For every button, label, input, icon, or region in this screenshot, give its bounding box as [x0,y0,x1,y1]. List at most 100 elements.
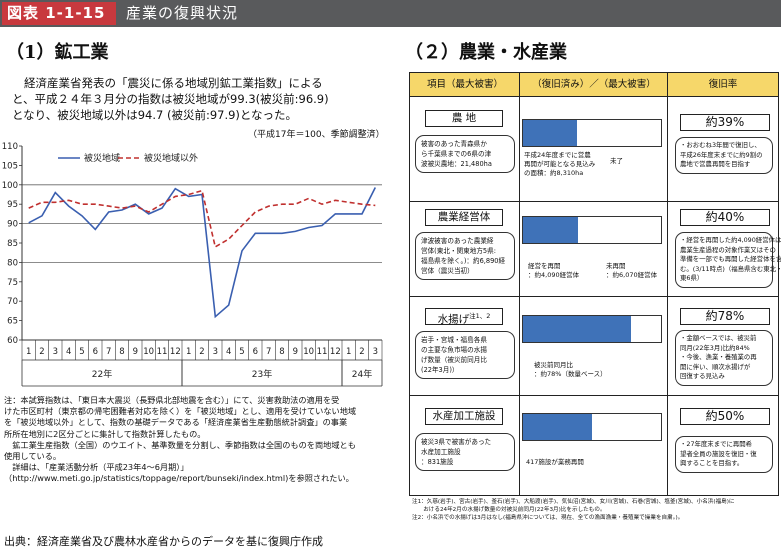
recovery-rate: 約39% [705,115,745,129]
x-tick-label: 2 [199,347,204,357]
table-row-farm-entities: 農業経営体 津波被害のあった農業経 営体(東北・関東地方5県: 福島県を除く。)… [410,202,781,296]
desc-line: 岩手・宮城・福島各県 [421,336,487,344]
table-note-line: おける24年2月の水揚げ数量の対被災前同月(22年3月)比を示したもの。 [412,507,606,513]
desc-line: ら千葉県までの6県の津 [421,150,492,158]
x-tick-label: 10 [303,347,314,357]
y-tick-label: 90 [7,220,18,230]
bar-recovered-label: 経営を再開 ：約4,090経営体 [528,262,579,280]
lead-paragraph: 経済産業省発表の「震災に係る地域別鉱工業指数」による と、平成２４年３月分の指数… [12,75,392,123]
note-line: 詳細は、「産業活動分析（平成23年4〜6月期）」 [4,462,189,473]
x-tick-label: 1 [26,347,31,357]
desc-line: ：831施設 [421,458,454,466]
recovery-rate-box: 約40% [680,209,770,226]
damage-description: 被災3県で被害があった 水産加工施設 ：831施設 [415,433,515,471]
row-divider [410,296,778,297]
desc-line: げ数量（被災前同月比 [421,356,487,364]
recovery-bar-fill [523,414,592,440]
rate-description: ・金額ベースでは、被災前 同月(22年3月)比約84% ・今後、漁業・養殖業の再… [675,330,773,386]
row-label-box: 水揚げ注1、2 [425,308,503,326]
series-line-other-area [28,189,376,249]
source-credit: 出典：経済産業省及び農林水産省からのデータを基に復興庁作成 [4,535,323,547]
x-tick-label: 4 [226,347,231,357]
recovery-bar [522,119,662,147]
rate-line: む。(3/11時点)（福島県含む東北・関 [680,264,781,273]
table-note-line: 注2：小名浜での水揚げは3月はなし(福島県沖については、現在、全ての漁面漁業・養… [412,515,684,521]
desc-line: 被災3県で被害があった [421,438,492,446]
rate-description: ・27年度末までに再開希 望者全員の施設を復旧・復 興することを目指す。 [675,436,773,473]
rate-line: ・おおむね3年間で復旧し、 [680,141,761,149]
note-line: 鉱工業生産指数（全国）のウエイト、基準数量を分割し、季節指数は全国のものを両地域… [4,439,356,450]
x-tick-label: 4 [66,347,71,357]
x-tick-label: 9 [293,347,298,357]
recovery-bar-fill [523,217,579,243]
recovery-bar-fill [523,120,577,146]
recovery-table: 項目（最大被害） （復旧済み）／（最大被害） 復旧率 農 地 被害のあった青森県… [409,72,781,496]
bar-label-line: 平成24年度までに営農 [524,151,591,159]
bar-unfinished-label: 未了 [610,157,623,165]
lead-line: 経済産業省発表の「震災に係る地域別鉱工業指数」による [24,76,323,90]
rate-line: 同月(22年3月)比約84% [680,343,750,352]
y-tick-label: 65 [7,317,18,327]
y-tick-label: 100 [2,181,18,191]
desc-line: 被害のあった青森県か [421,140,487,148]
row-label-box: 農 地 [425,110,503,127]
header-item: 項目（最大被害） [426,79,503,90]
table-note-line: 注1：久慈(岩手)、宮古(岩手)、釜石(岩手)、大船渡(岩手)、気仙沼(宮城)、… [412,499,735,505]
rate-line: 回復する見込み [680,372,725,380]
rate-line: ・金額ベースでは、被災前 [680,334,757,342]
note-line: を「被災地域以外」として、指数の基礎データである「経済産業省生産動態統計調査」の… [4,417,348,428]
rate-line: 望者全員の施設を復旧・復 [680,449,757,458]
desc-line: 水産加工施設 [421,448,461,456]
rate-description: ・おおむね3年間で復旧し、 平成26年度末までに約9割の 農地で営農再開を目指す [675,137,773,174]
x-tick-label: 10 [143,347,154,357]
row-label: 水産加工施設 [432,410,496,422]
rate-line: 東6県） [680,274,704,282]
rate-line: 農地で営農再開を目指す [680,160,751,168]
row-label: 農 地 [451,112,477,124]
y-tick-label: 80 [7,258,18,268]
recovery-rate: 約50% [705,409,745,423]
damage-description: 岩手・宮城・福島各県 の主要な魚市場の水揚 げ数量（被災前同月比 (22年3月)… [415,331,515,379]
recovery-rate-box: 約78% [680,308,770,325]
x-tick-label: 11 [157,347,168,357]
note-line: けた市区町村（東京都の帰宅困難者対応を除く）を「被災地域」とし、適用を受けていな… [4,406,357,417]
bar-label-line: の面積：約8,310ha [524,169,584,177]
bar-label-line: 未再開 [606,262,626,270]
x-tick-label: 7 [106,347,111,357]
desc-line: 津波被害のあった農業経 [421,237,494,245]
rate-line: 興することを目指す。 [680,459,744,467]
legend-label: 被災地域 [84,152,120,164]
lead-line: と、平成２４年３月分の指数は被災地域が99.3(被災前:96.9) [12,92,329,106]
rate-line: ・27年度末までに再開希 [680,440,753,448]
bar-recovered-label: 平成24年度までに営農 再開が可能となる見込み の面積：約8,310ha [524,151,595,178]
x-tick-label: 3 [373,347,378,357]
series-line-disaster-area [28,187,377,319]
recovery-bar [522,216,662,244]
note-line: 所所在地別に2区分ごとに集計して指数計算したもの。 [4,428,206,439]
recovery-bar [522,315,662,343]
y-tick-label: 105 [2,161,18,171]
damage-description: 津波被害のあった農業経 営体(東北・関東地方5県: 福島県を除く。)：約6,89… [415,232,515,280]
lead-line: となり、被災地域以外は94.7 (被災前:97.9)となった。 [12,108,298,122]
note-line: （http://www.meti.go.jp/statistics/toppag… [4,473,354,484]
desc-line: 福島県を除く。)：約6,890経 [421,257,506,265]
desc-line: 営体(東北・関東地方5県: [421,247,496,255]
table-row-processing: 水産加工施設 被災3県で被害があった 水産加工施設 ：831施設 417施設が業… [410,396,778,495]
bar-label-line: 被災前同月比 [534,361,573,369]
table-notes: 注1：久慈(岩手)、宮古(岩手)、釜石(岩手)、大船渡(岩手)、気仙沼(宮城)、… [412,498,780,522]
bar-label-line: ：約4,090経営体 [528,271,580,279]
rate-line: 平成26年度末までに約9割の [680,150,763,159]
row-label-box: 水産加工施設 [425,408,503,425]
rate-line: ・今後、漁業・養殖業の再 [680,353,757,361]
recovery-bar [522,413,662,441]
header-rate: 復旧率 [708,79,738,90]
desc-line: 波被災農地：21,480ha [421,160,492,168]
bar-label-line: ：約78%（数量ベース） [534,370,607,378]
table-row-farmland: 農 地 被害のあった青森県か ら千葉県までの6県の津 波被災農地：21,480h… [410,97,778,201]
header-bar [0,0,781,27]
x-tick-label: 8 [119,347,124,357]
section-title-mining: （1）鉱工業 [6,42,109,63]
x-tick-label: 3 [53,347,58,357]
rate-line: 開に伴い、順次水揚げが [680,362,751,371]
recovery-rate-box: 約39% [680,114,770,131]
